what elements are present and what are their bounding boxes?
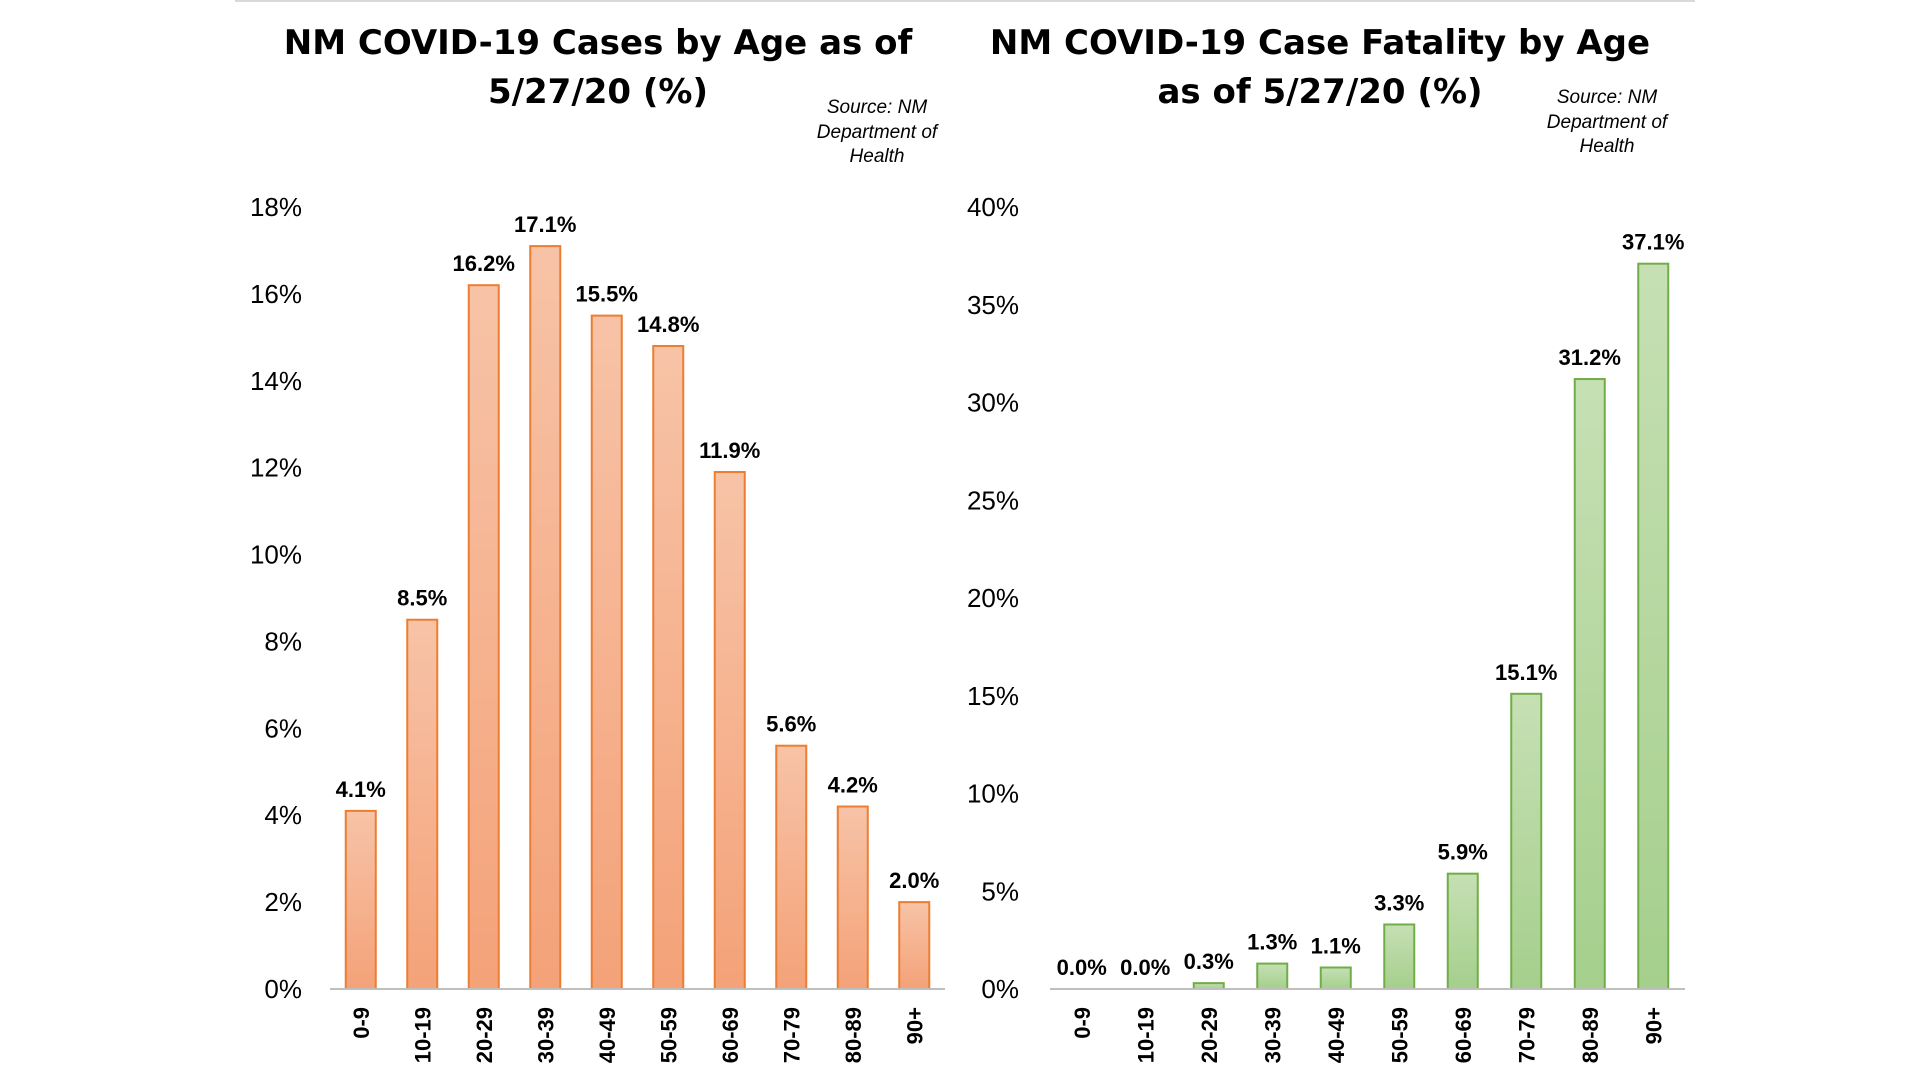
bar-90+ [1637,262,1670,990]
bar-50-59 [652,345,685,990]
y-tick-label: 6% [264,713,302,743]
data-label: 14.8% [637,312,699,337]
bar-30-39 [529,245,562,991]
cases-chart: NM COVID-19 Cases by Age as of 5/27/20 (… [250,23,945,1063]
data-label: 0.0% [1057,955,1107,980]
bar-40-49 [590,314,623,991]
bar-30-39 [1256,962,1289,991]
data-label: 15.1% [1495,660,1557,685]
fatality-source-line-2: Department of [1547,112,1669,133]
fatality-source-line-1: Source: NM [1557,87,1657,108]
fatality-source-line-3: Health [1580,136,1635,157]
bar-40-49 [1319,966,1352,990]
x-tick-label: 80-89 [1578,1007,1603,1063]
y-tick-label: 5% [981,876,1019,906]
x-tick-label: 0-9 [1070,1007,1095,1039]
bar-80-89 [836,805,869,990]
x-tick-label: 40-49 [595,1007,620,1063]
cases-plot-area: 0% 2% 4% 6% 8% 10% 12% 14% 16% 18% 4.1% 0-9 8.5% 10-1… [250,192,945,1063]
data-label: 16.2% [453,251,515,276]
y-tick-label: 12% [250,453,302,483]
y-tick-label: 25% [967,485,1019,515]
x-tick-label: 70-79 [1514,1007,1539,1063]
y-tick-label: 10% [250,540,302,570]
data-label: 8.5% [397,586,447,611]
x-tick-label: 30-39 [533,1007,558,1063]
bar-70-79 [1510,692,1543,990]
fatality-chart-title-line-1: NM COVID-19 Case Fatality by Age [990,23,1650,63]
cases-chart-title-line-2: 5/27/20 (%) [488,72,708,112]
x-tick-label: 90+ [1641,1007,1666,1044]
y-tick-label: 8% [264,626,302,656]
x-tick-label: 70-79 [779,1007,804,1063]
bar-60-69 [713,471,746,990]
cases-source-line-1: Source: NM [827,97,927,118]
bar-60-69 [1446,872,1479,991]
y-tick-label: 16% [250,279,302,309]
data-label: 5.9% [1438,840,1488,865]
data-label: 17.1% [514,212,576,237]
fatality-plot-area: 0% 5% 10% 15% 20% 25% 30% 35% 40% 0.0% 0-9 0.0% 10-1… [967,192,1685,1063]
bar-10-19 [406,618,439,990]
bar-0-9 [344,809,377,991]
bar-90+ [898,901,931,990]
fatality-chart: NM COVID-19 Case Fatality by Age as of 5… [967,23,1685,1063]
data-label: 31.2% [1559,345,1621,370]
x-tick-label: 40-49 [1324,1007,1349,1063]
y-tick-label: 30% [967,388,1019,418]
x-tick-label: 30-39 [1260,1007,1285,1063]
data-label: 3.3% [1374,890,1424,915]
x-tick-label: 10-19 [410,1007,435,1063]
y-tick-label: 35% [967,290,1019,320]
top-rule [235,0,1695,2]
x-tick-label: 60-69 [1451,1007,1476,1063]
bar-80-89 [1573,378,1606,991]
cases-chart-title-line-1: NM COVID-19 Cases by Age as of [284,23,914,63]
x-tick-label: 50-59 [1387,1007,1412,1063]
bar-50-59 [1383,923,1416,990]
data-label: 37.1% [1622,230,1684,255]
cases-source-line-3: Health [850,146,905,167]
data-label: 0.0% [1120,955,1170,980]
y-tick-label: 15% [967,681,1019,711]
data-label: 11.9% [699,438,760,463]
y-tick-label: 18% [250,192,302,222]
bar-20-29 [467,284,500,990]
x-tick-label: 0-9 [349,1007,374,1039]
cases-source-line-2: Department of [817,122,939,143]
data-label: 4.2% [828,773,878,798]
x-tick-label: 20-29 [472,1007,497,1063]
data-label: 0.3% [1184,949,1234,974]
data-label: 4.1% [336,777,386,802]
x-tick-label: 90+ [902,1007,927,1044]
y-tick-label: 0% [264,974,302,1004]
fatality-chart-title-line-2: as of 5/27/20 (%) [1157,72,1482,112]
data-label: 2.0% [889,868,939,893]
x-tick-label: 60-69 [718,1007,743,1063]
data-label: 1.1% [1311,933,1361,958]
y-tick-label: 20% [967,583,1019,613]
data-label: 5.6% [766,712,816,737]
x-tick-label: 80-89 [841,1007,866,1063]
x-tick-label: 20-29 [1197,1007,1222,1063]
data-label: 1.3% [1247,930,1297,955]
data-label: 15.5% [576,282,638,307]
y-tick-label: 2% [264,887,302,917]
bar-70-79 [775,744,808,991]
y-tick-label: 40% [967,192,1019,222]
x-tick-label: 10-19 [1133,1007,1158,1063]
y-tick-label: 10% [967,779,1019,809]
y-tick-label: 14% [250,366,302,396]
y-tick-label: 4% [264,800,302,830]
x-tick-label: 50-59 [656,1007,681,1063]
y-tick-label: 0% [981,974,1019,1004]
